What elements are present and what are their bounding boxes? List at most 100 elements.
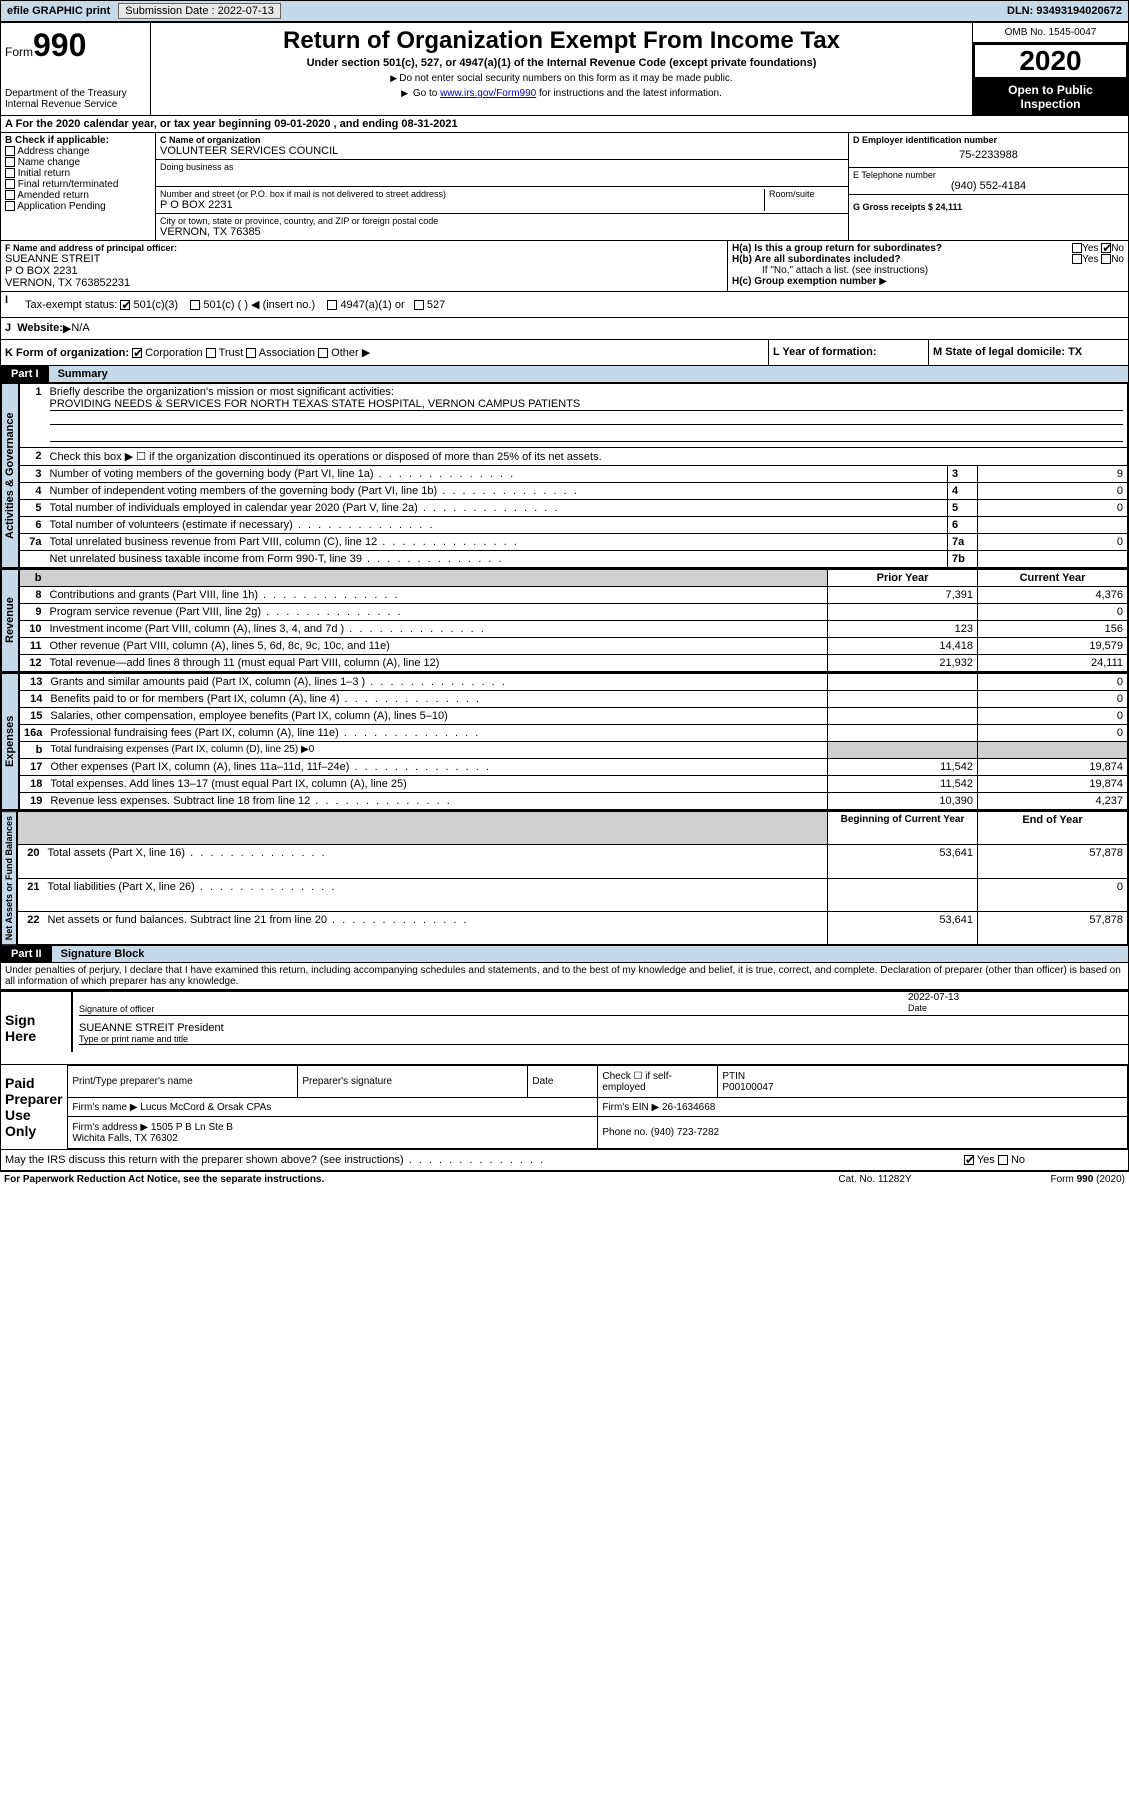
form-id-block: Form990 Department of the Treasury Inter… [1,23,151,115]
top-toolbar: efile GRAPHIC print Submission Date : 20… [0,0,1129,22]
officer-printed-name: SUEANNE STREIT President [79,1022,1128,1034]
gross-receipts: G Gross receipts $ 24,111 [853,202,962,212]
city-value: VERNON, TX 76385 [160,226,844,238]
box-j-letter: J [5,322,17,335]
box-i-letter: I [1,292,21,317]
sig-date: 2022-07-13 [908,992,1128,1003]
tab-expenses: Expenses [1,673,19,810]
chk-amended-return[interactable] [5,190,15,200]
officer-name: SUEANNE STREIT [5,253,723,265]
footer-formno: Form 990 (2020) [975,1174,1125,1185]
dept-label: Department of the Treasury Internal Reve… [5,88,146,110]
box-b-label: B Check if applicable: [5,135,151,146]
omb-year-block: OMB No. 1545-0047 2020 Open to Public In… [973,23,1128,115]
ein-value: 75-2233988 [853,145,1124,165]
submission-date-button[interactable]: Submission Date : 2022-07-13 [118,3,281,19]
chk-other[interactable] [318,348,328,358]
chk-name-change[interactable] [5,157,15,167]
chk-discuss-no[interactable] [998,1155,1008,1165]
footer-left: For Paperwork Reduction Act Notice, see … [4,1174,775,1185]
street-value: P O BOX 2231 [160,199,764,211]
part1-header: Part I [1,366,49,382]
website-label: Website: [17,322,63,335]
box-k: K Form of organization: Corporation Trus… [1,340,768,365]
tab-revenue: Revenue [1,569,19,672]
part2-header: Part II [1,946,52,962]
ein-label: D Employer identification number [853,135,1124,145]
form-word: Form [5,45,33,59]
chk-ha-yes[interactable] [1072,243,1082,253]
chk-4947[interactable] [327,300,337,310]
officer-addr1: P O BOX 2231 [5,265,723,277]
box-l: L Year of formation: [768,340,928,365]
officer-addr2: VERNON, TX 763852231 [5,277,723,289]
prep-check-hdr: Check ☐ if self-employed [598,1066,718,1098]
ptin-value: P00100047 [722,1082,773,1093]
tax-year: 2020 [973,43,1128,79]
efile-label: efile GRAPHIC print [1,3,116,19]
summary-net-table: Beginning of Current YearEnd of Year 20T… [17,811,1128,945]
box-m: M State of legal domicile: TX [928,340,1128,365]
chk-hb-yes[interactable] [1072,254,1082,264]
officer-sig-label: Signature of officer [79,992,908,1016]
phone-value: (940) 552-4184 [853,180,1124,192]
chk-527[interactable] [414,300,424,310]
hb-note: If "No," attach a list. (see instruction… [732,265,1124,276]
chk-address-change[interactable] [5,146,15,156]
mission-text: PROVIDING NEEDS & SERVICES FOR NORTH TEX… [50,398,1124,411]
form-title-block: Return of Organization Exempt From Incom… [151,23,973,115]
city-label: City or town, state or province, country… [160,216,844,226]
firm-name: Lucus McCord & Orsak CPAs [140,1102,271,1113]
prep-ptin-hdr: PTINP00100047 [718,1066,1128,1098]
chk-ha-no[interactable] [1101,243,1111,253]
form-title: Return of Organization Exempt From Incom… [155,27,968,55]
paid-preparer-label: Paid Preparer Use Only [1,1065,67,1149]
officer-label: F Name and address of principal officer: [5,243,723,253]
sig-date-label: Date [908,1003,1128,1013]
part2-title: Signature Block [55,946,151,962]
street-label: Number and street (or P.O. box if mail i… [160,189,764,199]
phone-label: E Telephone number [853,170,1124,180]
chk-discuss-yes[interactable] [964,1155,974,1165]
note-ssn: Do not enter social security numbers on … [155,73,968,84]
chk-trust[interactable] [206,348,216,358]
tab-net-assets: Net Assets or Fund Balances [1,811,17,945]
summary-exp-table: 13Grants and similar amounts paid (Part … [19,673,1128,810]
officer-name-label: Type or print name and title [79,1034,1128,1044]
tax-period-line: A For the 2020 calendar year, or tax yea… [1,116,1128,133]
form990-link[interactable]: www.irs.gov/Form990 [440,88,536,99]
firm-phone: (940) 723-7282 [651,1127,719,1138]
chk-application-pending[interactable] [5,201,15,211]
website-value: N/A [71,322,89,335]
chk-initial-return[interactable] [5,168,15,178]
sign-here-block: Sign Here Signature of officer 2022-07-1… [0,990,1129,1065]
box-b: B Check if applicable: Address change Na… [1,133,156,240]
note-goto: Go to www.irs.gov/Form990 for instructio… [155,88,968,99]
part1-title: Summary [52,366,114,382]
box-c: C Name of organization VOLUNTEER SERVICE… [156,133,848,240]
chk-501c[interactable] [190,300,200,310]
omb-number: OMB No. 1545-0047 [973,23,1128,43]
summary-gov-table: 1 Briefly describe the organization's mi… [19,383,1128,568]
summary-rev-table: bPrior YearCurrent Year 8Contributions a… [19,569,1128,672]
chk-hb-no[interactable] [1101,254,1111,264]
room-label: Room/suite [769,189,844,199]
form-subtitle: Under section 501(c), 527, or 4947(a)(1)… [155,57,968,69]
chk-final-return[interactable] [5,179,15,189]
tab-activities-governance: Activities & Governance [1,383,19,568]
discuss-question: May the IRS discuss this return with the… [5,1154,964,1166]
prep-date-hdr: Date [528,1066,598,1098]
footer-catno: Cat. No. 11282Y [775,1174,975,1185]
dba-label: Doing business as [160,162,844,172]
box-i: Tax-exempt status: 501(c)(3) 501(c) ( ) … [21,292,1128,317]
firm-ein: 26-1634668 [662,1102,715,1113]
org-name-label: C Name of organization [160,135,844,145]
right-info-col: D Employer identification number 75-2233… [848,133,1128,240]
chk-assoc[interactable] [246,348,256,358]
org-name: VOLUNTEER SERVICES COUNCIL [160,145,844,157]
prep-name-hdr: Print/Type preparer's name [68,1066,298,1098]
paid-preparer-block: Paid Preparer Use Only Print/Type prepar… [0,1065,1129,1150]
chk-corp[interactable] [132,348,142,358]
form-number: 990 [33,27,86,63]
chk-501c3[interactable] [120,300,130,310]
